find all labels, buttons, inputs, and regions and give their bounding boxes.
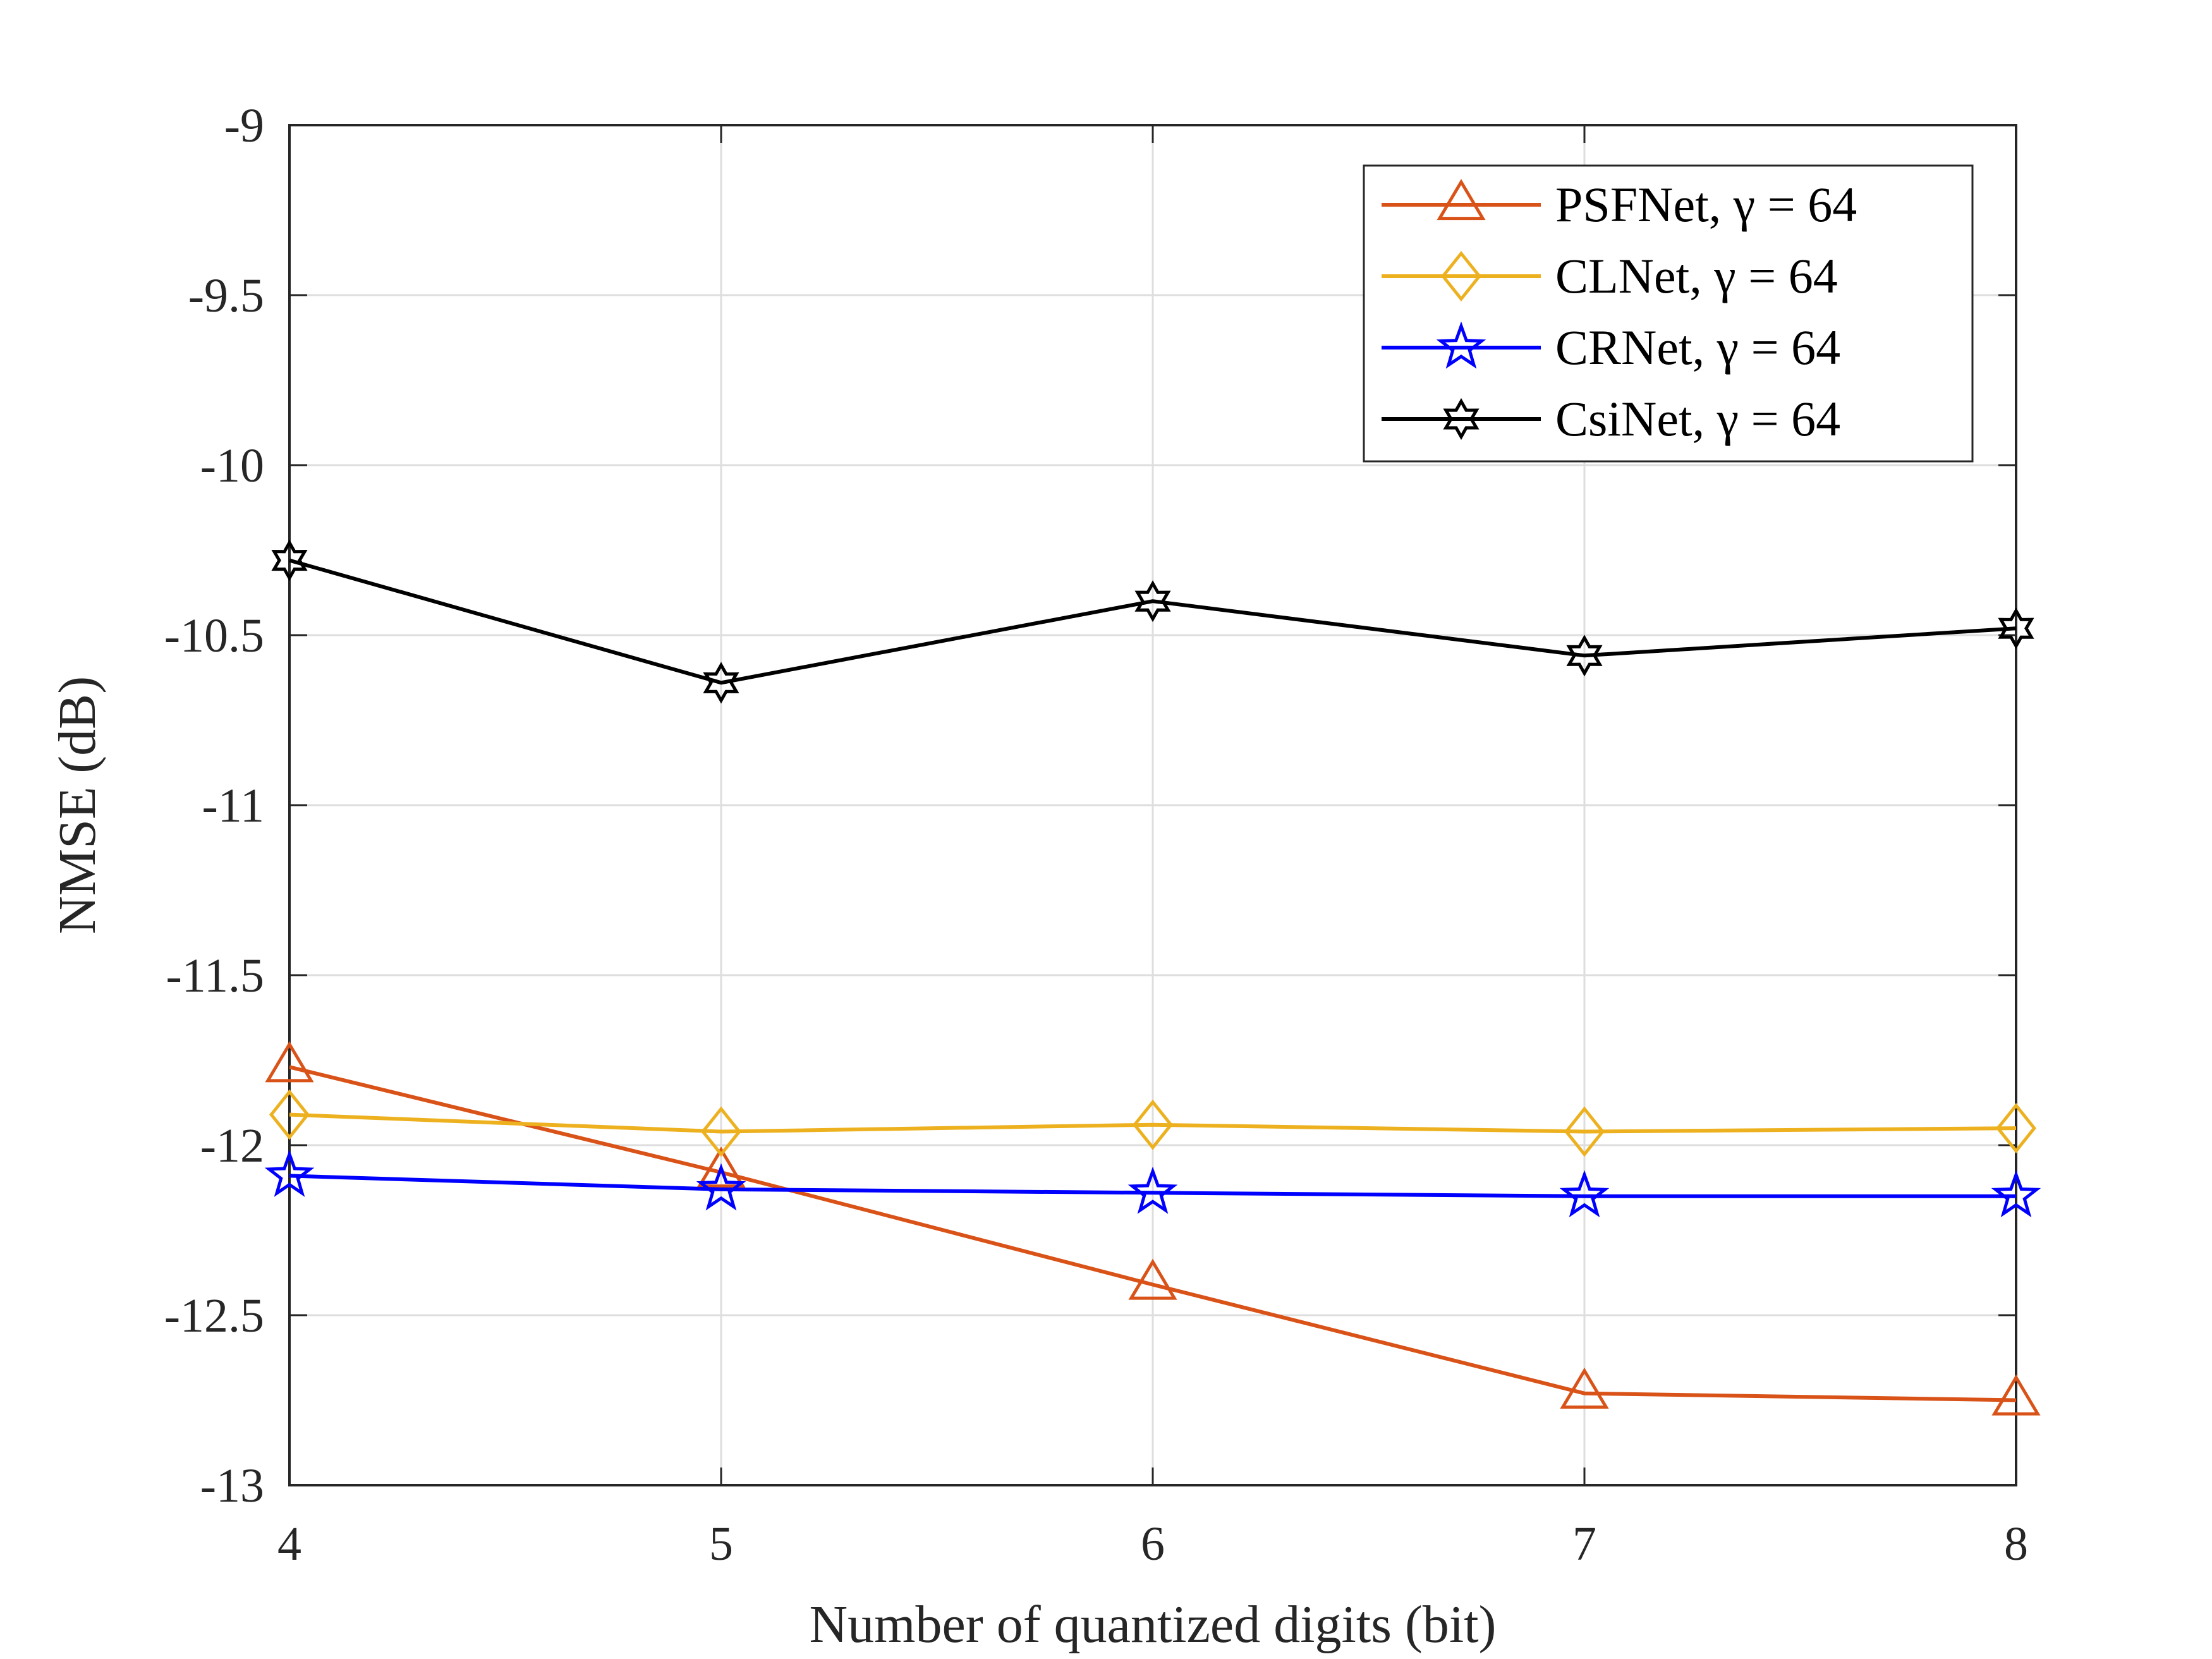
data-point (696, 1146, 746, 1188)
series-group (271, 539, 2034, 704)
data-point (1127, 1166, 1178, 1214)
data-point (1991, 1374, 2041, 1416)
legend-item: PSFNet, γ = 64 (1382, 177, 1857, 232)
series-line (289, 1112, 2017, 1134)
data-point (1566, 635, 1603, 677)
legend: PSFNet, γ = 64 CLNet, γ = 64 CRNet, γ = 64… (1363, 164, 1974, 463)
data-point (1128, 1258, 1177, 1300)
y-tick-label: -10 (200, 439, 264, 492)
data-point (1134, 580, 1171, 623)
hexagram-icon (1443, 398, 1480, 441)
data-point (696, 1163, 746, 1211)
legend-label: CLNet, γ = 64 (1555, 248, 1838, 303)
data-point (1132, 1099, 1174, 1150)
x-tick-label: 6 (1141, 1517, 1165, 1571)
data-point (1991, 1170, 2041, 1218)
series-group (269, 1089, 2037, 1157)
star-icon (1436, 321, 1486, 369)
data-point (1564, 1106, 1605, 1157)
legend-item: CsiNet, γ = 64 (1382, 391, 1840, 446)
series-line (289, 558, 2017, 685)
y-tick-label: -10.5 (164, 609, 264, 662)
y-tick-label: -9.5 (188, 269, 264, 322)
y-tick-label: -12 (200, 1119, 264, 1172)
x-axis-title: Number of quantized digits (bit) (809, 1595, 1496, 1654)
legend-item: CRNet, γ = 64 (1382, 320, 1840, 375)
y-tick-label: -11 (202, 779, 265, 832)
data-point (700, 1106, 742, 1157)
y-tick-label: -13 (200, 1459, 264, 1512)
series-line (289, 1174, 2016, 1198)
triangle-icon (1437, 179, 1486, 221)
series-group (265, 1041, 2041, 1416)
series-group (264, 1150, 2041, 1218)
y-tick-label: -9 (224, 99, 264, 152)
legend-label: CsiNet, γ = 64 (1555, 391, 1840, 446)
tick-labels: -9 -9.5 -10 -10.5 -11 -11.5 -12 -12.5 -134 5 6 7 8 (164, 99, 2028, 1571)
legend-box (1363, 164, 1974, 463)
diamond-icon (1440, 250, 1482, 302)
x-tick-label: 4 (277, 1517, 301, 1571)
y-tick-label: -12.5 (164, 1289, 264, 1342)
series-line (289, 1065, 2017, 1402)
data-point (1560, 1367, 1609, 1409)
data-point (269, 1089, 310, 1140)
axes (288, 124, 2017, 1486)
data-point (264, 1150, 315, 1197)
data-point (1559, 1170, 1610, 1218)
x-tick-label: 8 (2004, 1517, 2028, 1571)
data-point (265, 1041, 314, 1083)
data-point (703, 662, 739, 704)
y-tick-label: -11.5 (166, 949, 265, 1002)
series (264, 539, 2041, 1416)
legend-item: CLNet, γ = 64 (1382, 248, 1838, 303)
legend-label: PSFNet, γ = 64 (1555, 177, 1857, 232)
legend-label: CRNet, γ = 64 (1555, 320, 1840, 375)
y-axis-title: NMSE (dB) (48, 676, 107, 934)
data-point (271, 539, 308, 581)
x-tick-label: 7 (1572, 1517, 1596, 1571)
data-point (1998, 607, 2034, 650)
data-point (1995, 1103, 2037, 1154)
axes-box (288, 124, 2017, 1486)
x-tick-label: 5 (709, 1517, 733, 1571)
